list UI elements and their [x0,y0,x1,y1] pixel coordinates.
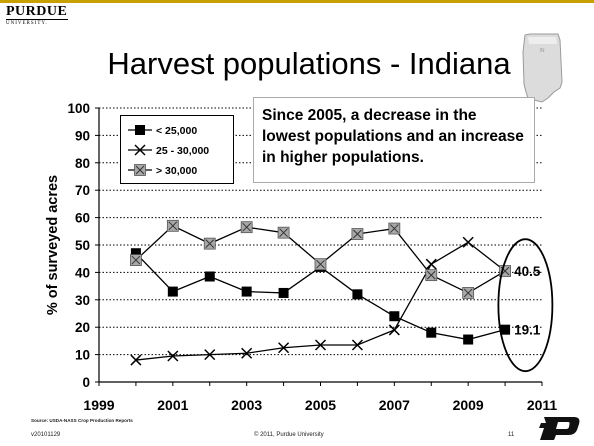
data-point-under-25k [135,125,145,135]
data-point-under-25k [352,289,363,300]
data-point-25-30k [388,324,400,336]
data-point-over-30k [388,222,401,235]
y-tick-label: 70 [75,183,90,198]
indiana-map-icon: IN [522,33,563,103]
x-tick-label: 2011 [527,397,558,413]
data-point-25-30k [351,339,363,351]
data-point-over-30k [351,228,364,240]
legend-item: > 30,000 [128,164,197,177]
data-point-over-30k [203,237,216,250]
data-point-over-30k [462,287,475,299]
y-tick-label: 60 [75,211,90,226]
y-tick-label: 50 [75,238,90,253]
data-point-over-30k [130,254,142,266]
data-point-under-25k [463,334,474,345]
legend-item: 25 - 30,000 [128,144,209,157]
header-accent-bar [0,0,594,3]
data-label: 40.5 [514,264,541,279]
purdue-logo-subtitle: UNIVERSITY. [6,21,48,26]
data-label: 19.1 [514,323,541,338]
y-tick-label: 20 [75,320,90,335]
data-point-25-30k [425,258,437,270]
y-tick-label: 30 [75,293,90,308]
y-tick-label: 10 [75,348,90,363]
x-tick-label: 2001 [157,397,188,413]
data-point-over-30k [240,221,253,234]
data-point-under-25k [500,324,511,335]
x-tick-label: 2009 [453,397,484,413]
data-point-over-30k [166,219,179,232]
y-tick-label: 40 [75,265,90,280]
data-point-over-30k [425,269,438,282]
page-number: 11 [508,432,515,438]
y-axis-label: % of surveyed acres [45,175,61,315]
legend-label: > 30,000 [156,165,197,177]
purdue-p-logo-icon [539,417,580,440]
data-point-over-30k [277,226,290,239]
legend-label: 25 - 30,000 [156,145,209,157]
data-point-25-30k [130,354,142,366]
x-tick-label: 1999 [83,397,114,413]
data-point-under-25k [241,286,252,297]
data-point-25-30k [134,144,146,156]
logo-rule [6,19,68,20]
y-tick-label: 0 [82,375,90,390]
x-tick-label: 2007 [379,397,410,413]
data-point-25-30k [462,236,474,248]
data-point-over-30k [134,164,146,176]
y-tick-label: 80 [75,156,90,171]
data-point-25-30k [167,350,179,362]
y-tick-label: 100 [67,101,90,116]
data-point-under-25k [278,287,289,298]
slide-title: Harvest populations - Indiana [107,46,511,81]
legend-item: < 25,000 [128,125,197,137]
state-map-label: IN [540,48,545,54]
source-note: Source: USDA-NASS Crop Production Report… [31,418,133,423]
y-tick-label: 90 [75,128,90,143]
purdue-logo: PURDUE [6,4,68,19]
data-point-25-30k [241,347,253,359]
x-tick-label: 2005 [305,397,336,413]
chart-legend: < 25,000 25 - 30,000 > 30,000 [120,115,234,184]
data-point-under-25k [204,271,215,282]
data-point-25-30k [314,339,327,351]
x-tick-label: 2003 [231,397,262,413]
copyright-note: © 2011, Purdue University [254,432,324,438]
version-date: v20101129 [31,432,61,438]
data-point-25-30k [204,349,216,361]
data-point-under-25k [389,311,400,322]
data-point-under-25k [167,286,178,297]
legend-label: < 25,000 [156,125,197,137]
highlight-ellipse [497,238,554,373]
annotation-box: Since 2005, a decrease in the lowest pop… [253,97,535,183]
data-point-over-30k [314,258,327,271]
data-point-under-25k [130,248,141,259]
data-point-under-25k [426,327,437,338]
data-point-25-30k [278,342,290,354]
